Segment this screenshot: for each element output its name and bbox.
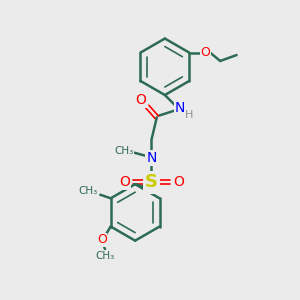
Text: N: N bbox=[146, 151, 157, 165]
Text: CH₃: CH₃ bbox=[115, 146, 134, 157]
Text: N: N bbox=[175, 101, 185, 116]
Text: S: S bbox=[145, 173, 158, 191]
Text: O: O bbox=[200, 46, 210, 59]
Text: H: H bbox=[185, 110, 194, 120]
Text: O: O bbox=[173, 176, 184, 189]
Text: O: O bbox=[136, 93, 146, 107]
Text: CH₃: CH₃ bbox=[95, 251, 115, 261]
Text: O: O bbox=[119, 176, 130, 189]
Text: CH₃: CH₃ bbox=[78, 186, 98, 196]
Text: O: O bbox=[97, 233, 107, 246]
